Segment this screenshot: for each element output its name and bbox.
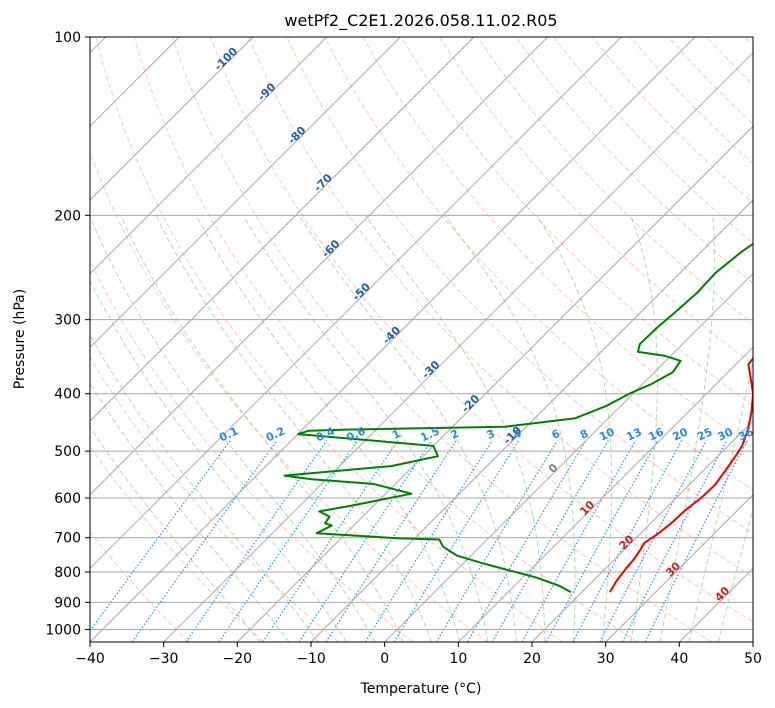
x-tick-label: −30 xyxy=(149,651,179,667)
mixing-ratio-label: 25 xyxy=(695,425,714,443)
mixing-ratio-line xyxy=(599,440,707,642)
dry-adiabat xyxy=(171,37,712,642)
sounding-series xyxy=(283,242,753,593)
x-tick-label: −10 xyxy=(296,651,326,667)
moist-adiabat xyxy=(90,334,319,642)
dry-adiabat xyxy=(90,356,339,642)
x-tick-label: 40 xyxy=(670,651,688,667)
x-axis: −40 −30 −20 −10 0 10 20 30 40 50 xyxy=(75,642,762,667)
x-tick-label: 0 xyxy=(380,651,389,667)
mixing-ratio-line xyxy=(218,440,358,642)
plot-frame xyxy=(89,36,754,643)
dry-adiabat xyxy=(324,37,753,491)
mixing-ratio-line xyxy=(466,440,587,642)
y-tick-label: 300 xyxy=(54,313,81,329)
x-tick-label: 20 xyxy=(523,651,541,667)
mixing-ratio-line xyxy=(364,440,493,642)
y-tick-label: 100 xyxy=(54,30,81,46)
y-tick-label: 800 xyxy=(54,565,81,581)
dry-adiabat xyxy=(90,445,264,642)
x-tick-label: −40 xyxy=(75,651,105,667)
y-tick-label: 700 xyxy=(54,531,81,547)
moist-adiabat xyxy=(688,359,753,642)
y-tick-label: 500 xyxy=(54,444,81,460)
moist-adiabat xyxy=(536,215,613,642)
dry-adiabat xyxy=(438,37,753,366)
isotherm xyxy=(90,37,401,349)
mixing-ratio-lines xyxy=(90,440,748,642)
isotherms xyxy=(90,37,753,642)
moist-adiabat xyxy=(298,215,517,642)
y-tick-label: 600 xyxy=(54,491,81,507)
x-axis-label: Temperature (°C) xyxy=(360,681,482,697)
mixing-ratio-label: 30 xyxy=(716,425,736,443)
mixing-ratio-label: 13 xyxy=(624,425,643,443)
x-tick-label: −20 xyxy=(223,651,253,667)
y-axis-label: Pressure (hPa) xyxy=(12,289,28,389)
mixing-ratio-line xyxy=(621,440,728,642)
mixing-ratio-line xyxy=(185,440,328,642)
moist-adiabat xyxy=(195,215,461,642)
isotherm xyxy=(90,37,696,642)
mixing-ratio-label: 16 xyxy=(646,425,666,443)
mixing-ratio-line xyxy=(325,440,457,642)
isotherm xyxy=(90,37,622,570)
mixing-ratio-label: 10 xyxy=(597,425,617,443)
isotherm xyxy=(90,37,254,201)
dry-adiabat xyxy=(248,37,753,578)
mixing-ratio-line xyxy=(298,440,432,642)
y-tick-label: 1000 xyxy=(45,622,81,638)
isotherm xyxy=(90,37,475,422)
isotherm xyxy=(90,37,549,496)
moist-adiabat xyxy=(242,215,489,642)
y-tick-label: 900 xyxy=(54,595,81,611)
dry-adiabat xyxy=(210,37,753,623)
mixing-ratio-line xyxy=(572,440,683,642)
isotherm xyxy=(90,37,328,275)
moist-adiabat xyxy=(90,215,376,642)
moist-adiabat xyxy=(630,215,658,642)
temperature-profile-line xyxy=(609,356,753,593)
mixing-ratio-label: 20 xyxy=(671,425,691,443)
dry-adiabat xyxy=(90,150,488,642)
chart-title: wetPf2_C2E1.2026.058.11.02.R05 xyxy=(284,11,557,31)
dry-adiabat xyxy=(515,37,753,284)
isotherm xyxy=(310,199,753,642)
dry-adiabat xyxy=(133,37,638,642)
y-tick-label: 200 xyxy=(54,208,81,224)
pressure-gridlines xyxy=(90,37,753,630)
mixing-ratio-label: 36 xyxy=(736,425,756,443)
mixing-ratio-line xyxy=(491,440,609,642)
isotherm xyxy=(605,493,753,642)
isotherm xyxy=(531,420,753,642)
moist-adiabat xyxy=(90,426,261,642)
moist-adiabat xyxy=(90,279,347,642)
plot-area: -100-90-80-70-60-50-40-30-20-10010203040… xyxy=(90,37,756,642)
moist-adiabat xyxy=(365,215,546,642)
isotherm xyxy=(457,346,753,642)
x-tick-label: 30 xyxy=(597,651,615,667)
isotherm xyxy=(384,272,753,642)
mixing-ratio-line xyxy=(262,440,399,642)
isotherm xyxy=(163,51,753,642)
dry-adiabat xyxy=(90,531,190,642)
y-tick-label: 400 xyxy=(54,387,81,403)
dry-adiabat xyxy=(400,37,753,407)
dewpoint-profile-line xyxy=(283,242,753,593)
dry-adiabat xyxy=(95,37,563,642)
moist-adiabat xyxy=(120,215,404,642)
mixing-ratio-line xyxy=(435,440,558,642)
isotherm xyxy=(236,125,753,642)
x-tick-label: 10 xyxy=(449,651,467,667)
x-tick-label: 50 xyxy=(744,651,762,667)
y-axis: 100 200 300 400 500 600 700 800 900 1000 xyxy=(45,30,90,638)
